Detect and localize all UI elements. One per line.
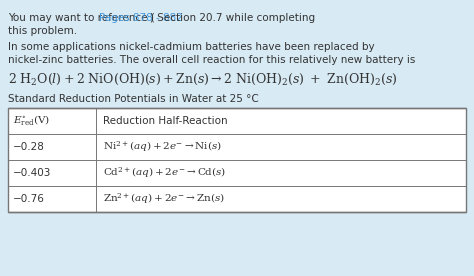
Bar bbox=[8, 108, 466, 212]
Text: $\mathrm{Ni}^{2+}(aq) + 2e^{-} \rightarrow \mathrm{Ni}(s)$: $\mathrm{Ni}^{2+}(aq) + 2e^{-} \rightarr… bbox=[103, 140, 222, 154]
Text: $2\ \mathrm{H_2O}(l) + 2\ \mathrm{NiO(OH)}(s) + \mathrm{Zn}(s) \rightarrow 2\ \m: $2\ \mathrm{H_2O}(l) + 2\ \mathrm{NiO(OH… bbox=[8, 72, 398, 87]
Text: Pages 878 - 882: Pages 878 - 882 bbox=[99, 13, 183, 23]
Text: ) Section 20.7 while completing: ) Section 20.7 while completing bbox=[150, 13, 315, 23]
Text: $\mathrm{Cd}^{2+}(aq) + 2e^{-} \rightarrow \mathrm{Cd}(s)$: $\mathrm{Cd}^{2+}(aq) + 2e^{-} \rightarr… bbox=[103, 166, 227, 180]
Text: Standard Reduction Potentials in Water at 25 °C: Standard Reduction Potentials in Water a… bbox=[8, 94, 259, 104]
Text: You may want to reference (: You may want to reference ( bbox=[8, 13, 155, 23]
Text: nickel-zinc batteries. The overall cell reaction for this relatively new battery: nickel-zinc batteries. The overall cell … bbox=[8, 55, 415, 65]
Bar bbox=[8, 108, 466, 212]
Text: In some applications nickel-cadmium batteries have been replaced by: In some applications nickel-cadmium batt… bbox=[8, 42, 374, 52]
Text: $\mathrm{Zn}^{2+}(aq) + 2e^{-} \rightarrow \mathrm{Zn}(s)$: $\mathrm{Zn}^{2+}(aq) + 2e^{-} \rightarr… bbox=[103, 192, 225, 206]
Text: −0.76: −0.76 bbox=[13, 194, 45, 204]
Text: −0.28: −0.28 bbox=[13, 142, 45, 152]
Text: Reduction Half-Reaction: Reduction Half-Reaction bbox=[103, 116, 228, 126]
Text: this problem.: this problem. bbox=[8, 26, 77, 36]
Text: $E^{\circ}_{\rm red}$(V): $E^{\circ}_{\rm red}$(V) bbox=[13, 114, 50, 128]
Text: −0.403: −0.403 bbox=[13, 168, 51, 178]
